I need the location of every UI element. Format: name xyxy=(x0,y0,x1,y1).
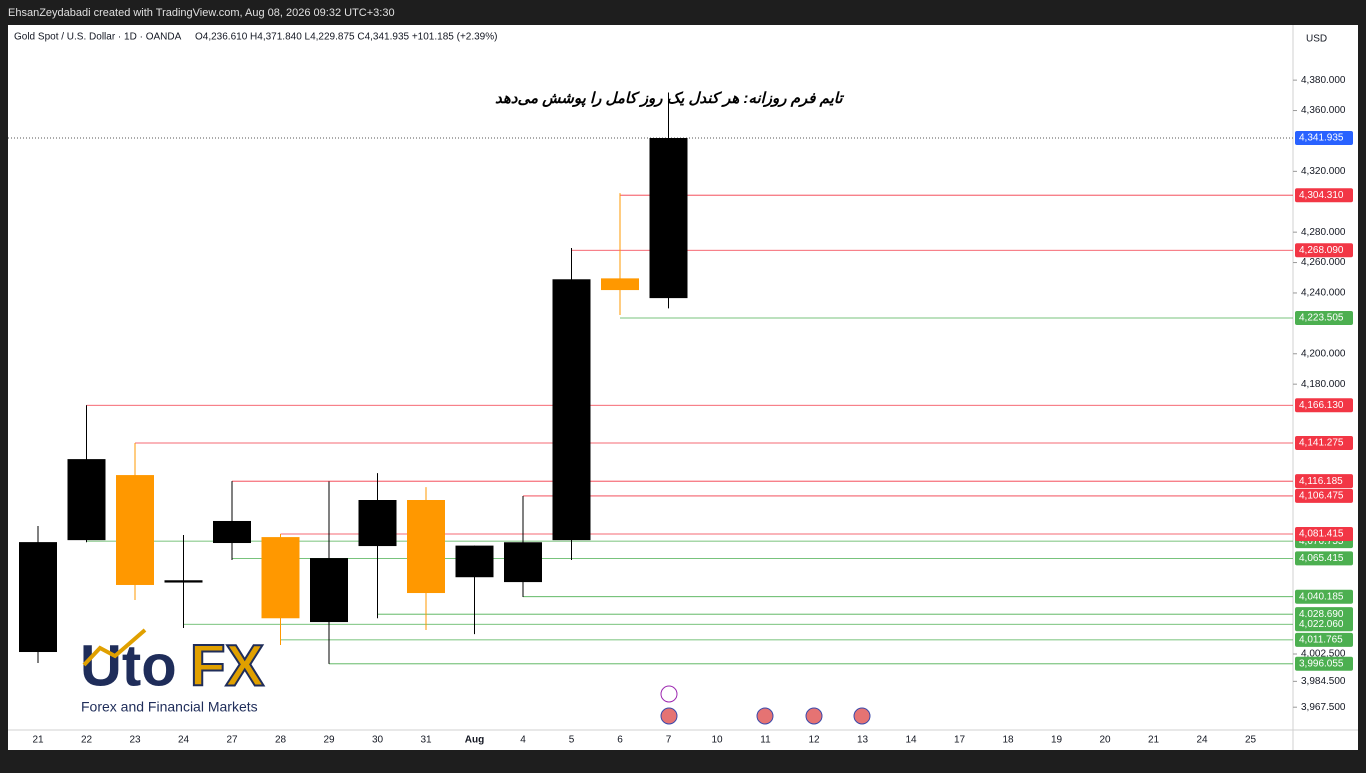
level-label: 3,996.055 xyxy=(1299,658,1344,669)
level-label-bg xyxy=(1295,311,1353,326)
level-label-bg xyxy=(1295,589,1353,604)
x-tick-label: 12 xyxy=(808,735,820,746)
candle-body xyxy=(455,545,494,578)
candle-body xyxy=(67,459,106,541)
logo-tagline: Forex and Financial Markets xyxy=(81,699,258,715)
event-icon[interactable] xyxy=(756,707,774,725)
candle-body xyxy=(552,279,591,541)
x-tick-label: 24 xyxy=(1196,735,1208,746)
x-tick-label: 5 xyxy=(569,735,575,746)
y-tick-label: 4,200.000 xyxy=(1301,348,1346,359)
event-icon[interactable] xyxy=(853,707,871,725)
level-label: 4,028.690 xyxy=(1299,609,1344,620)
y-tick-label: 4,002.500 xyxy=(1301,649,1346,660)
x-tick-label: 6 xyxy=(617,735,623,746)
events xyxy=(660,685,871,725)
level-label: 4,022.060 xyxy=(1299,619,1344,630)
candle-body xyxy=(213,520,251,544)
x-tick-label: 25 xyxy=(1245,735,1257,746)
y-tick-label: 4,320.000 xyxy=(1301,166,1346,177)
level-label-bg xyxy=(1295,617,1353,632)
logo-text: FX xyxy=(190,633,264,698)
annotation: تایم فرم روزانه: هر کندل یک روز کامل را … xyxy=(495,90,844,107)
candle-body xyxy=(358,500,397,547)
x-tick-label: 21 xyxy=(32,735,44,746)
x-tick-label: 13 xyxy=(857,735,869,746)
x-tick-label: 28 xyxy=(275,735,287,746)
currency: USD xyxy=(1306,34,1327,45)
y-tick-label: 4,380.000 xyxy=(1301,75,1346,86)
level-label: 4,081.415 xyxy=(1299,529,1344,540)
level-label: 4,065.415 xyxy=(1299,553,1344,564)
level-label: 4,011.765 xyxy=(1299,635,1343,646)
candle-body xyxy=(19,542,57,653)
price-label-bg xyxy=(1295,131,1353,146)
level-label-bg xyxy=(1295,398,1353,413)
level-label: 4,304.310 xyxy=(1299,190,1344,201)
level-label: 4,166.130 xyxy=(1299,400,1344,411)
candle-body xyxy=(164,580,203,583)
level-label: 4,268.090 xyxy=(1299,245,1344,256)
candle-body xyxy=(649,138,688,299)
top-bar xyxy=(0,0,1366,25)
y-tick-label: 3,984.500 xyxy=(1301,676,1346,687)
level-label-bg xyxy=(1295,243,1353,258)
x-tick-label: 11 xyxy=(760,735,771,746)
level-label: 4,040.185 xyxy=(1299,591,1344,602)
level-label: 4,141.275 xyxy=(1299,438,1344,449)
candle-body xyxy=(116,475,154,585)
y-tick-label: 4,360.000 xyxy=(1301,105,1346,116)
x-tick-label: 31 xyxy=(420,735,432,746)
y-tick-label: 4,240.000 xyxy=(1301,288,1346,299)
y-tick-label: 4,280.000 xyxy=(1301,227,1346,238)
x-tick-label: 22 xyxy=(81,735,93,746)
level-label-bg xyxy=(1295,527,1353,542)
level-label: 4,116.185 xyxy=(1299,476,1343,487)
x-tick-label: 17 xyxy=(954,735,966,746)
x-tick-label: 20 xyxy=(1099,735,1111,746)
level-label-bg xyxy=(1295,488,1353,503)
x-tick-label: 10 xyxy=(711,735,723,746)
logo-arrow xyxy=(82,628,147,667)
logo: Uto FX Forex and Financial Markets xyxy=(80,628,265,715)
y-tick-label: 4,260.000 xyxy=(1301,257,1346,268)
x-tick-label: 4 xyxy=(520,735,526,746)
x-tick-label: 21 xyxy=(1148,735,1160,746)
event-icon[interactable] xyxy=(660,685,678,703)
x-tick-label: Aug xyxy=(465,735,484,746)
x-tick-label: 14 xyxy=(905,735,917,746)
x-tick-label: 7 xyxy=(666,735,672,746)
x-tick-label: 19 xyxy=(1051,735,1063,746)
candle-body xyxy=(601,278,639,291)
ohlc-legend: O4,236.610 H4,371.840 L4,229.875 C4,341.… xyxy=(195,32,497,43)
level-label: 4,076.755 xyxy=(1299,536,1344,547)
candle-body xyxy=(407,500,445,594)
event-icon[interactable] xyxy=(660,707,678,725)
level-label-bg xyxy=(1295,436,1353,451)
y-tick-label: 4,180.000 xyxy=(1301,379,1346,390)
x-tick-label: 23 xyxy=(129,735,141,746)
level-label-bg xyxy=(1295,474,1353,489)
candle-body xyxy=(504,542,542,583)
credit: EhsanZeydabadi created with TradingView.… xyxy=(8,7,395,19)
x-tick-label: 30 xyxy=(372,735,384,746)
candle-body xyxy=(261,537,300,619)
candle-body xyxy=(310,558,348,623)
symbol: Gold Spot / U.S. Dollar · 1D · OANDA xyxy=(14,32,182,43)
level-label: 4,106.475 xyxy=(1299,491,1344,502)
event-icon[interactable] xyxy=(805,707,823,725)
level-label-bg xyxy=(1295,551,1353,566)
level-label-bg xyxy=(1295,632,1353,647)
x-tick-label: 24 xyxy=(178,735,190,746)
level-label-bg xyxy=(1295,656,1353,671)
y-tick-label: 3,967.500 xyxy=(1301,702,1346,713)
x-tick-label: 29 xyxy=(323,735,335,746)
level-label: 4,223.505 xyxy=(1299,313,1344,324)
x-tick-label: 18 xyxy=(1002,735,1014,746)
price-label: 4,341.935 xyxy=(1299,133,1344,144)
x-tick-label: 27 xyxy=(226,735,238,746)
level-label-bg xyxy=(1295,188,1353,203)
